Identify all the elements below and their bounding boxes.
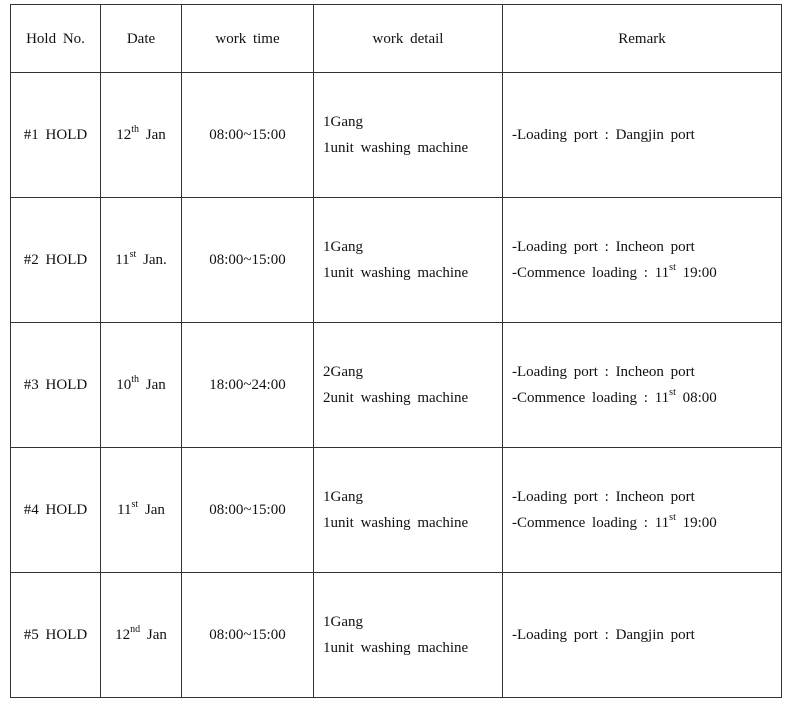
- table-row: #2 HOLD 11st Jan. 08:00~15:00 1Gang 1unit wa…: [10, 197, 782, 323]
- hold-no-cell: #1 HOLD: [10, 72, 101, 198]
- work-detail-cell: 1Gang 1unit washing machine: [313, 197, 503, 323]
- remark-cell: -Loading port : Incheon port -Commence lo…: [502, 197, 782, 323]
- header-remark: Remark: [502, 4, 782, 73]
- date-cell: 12th Jan: [100, 72, 182, 198]
- remark-cell: -Loading port : Dangjin port: [502, 72, 782, 198]
- work-time-cell: 08:00~15:00: [181, 572, 314, 698]
- date-cell: 12nd Jan: [100, 572, 182, 698]
- header-work-time: work time: [181, 4, 314, 73]
- remark-line: -Commence loading : 11st 19:00: [512, 512, 717, 532]
- remark-line: -Commence loading : 11st 19:00: [512, 262, 717, 282]
- table-row: #3 HOLD 10th Jan 18:00~24:00 2Gang 2unit was…: [10, 322, 782, 448]
- remark-line: -Loading port : Dangjin port: [512, 627, 695, 643]
- date-cell: 11st Jan.: [100, 197, 182, 323]
- work-detail-cell: 1Gang 1unit washing machine: [313, 72, 503, 198]
- hold-no-cell: #4 HOLD: [10, 447, 101, 573]
- table-row: #1 HOLD 12th Jan 08:00~15:00 1Gang 1unit was…: [10, 72, 782, 198]
- work-time-cell: 08:00~15:00: [181, 447, 314, 573]
- date-cell: 11st Jan: [100, 447, 182, 573]
- remark-line: -Loading port : Dangjin port: [512, 127, 695, 143]
- table-row: #5 HOLD 12nd Jan 08:00~15:00 1Gang 1unit was…: [10, 572, 782, 698]
- hold-no-cell: #3 HOLD: [10, 322, 101, 448]
- hold-no-cell: #5 HOLD: [10, 572, 101, 698]
- work-time-cell: 08:00~15:00: [181, 197, 314, 323]
- remark-line: -Loading port : Incheon port: [512, 364, 695, 380]
- work-detail-cell: 1Gang 1unit washing machine: [313, 572, 503, 698]
- work-time-cell: 08:00~15:00: [181, 72, 314, 198]
- date-cell: 10th Jan: [100, 322, 182, 448]
- remark-line: -Loading port : Incheon port: [512, 239, 695, 255]
- remark-line: -Commence loading : 11st 08:00: [512, 387, 717, 407]
- hold-no-cell: #2 HOLD: [10, 197, 101, 323]
- header-hold-no: Hold No.: [10, 4, 101, 73]
- header-row: Hold No. Date work time work detail Rema…: [10, 4, 782, 73]
- header-date: Date: [100, 4, 182, 73]
- work-time-cell: 18:00~24:00: [181, 322, 314, 448]
- remark-cell: -Loading port : Incheon port -Commence lo…: [502, 447, 782, 573]
- remark-line: -Loading port : Incheon port: [512, 489, 695, 505]
- table-row: #4 HOLD 11st Jan 08:00~15:00 1Gang 1unit was…: [10, 447, 782, 573]
- hold-work-table: Hold No. Date work time work detail Rema…: [10, 4, 782, 698]
- work-detail-cell: 1Gang 1unit washing machine: [313, 447, 503, 573]
- remark-cell: -Loading port : Dangjin port: [502, 572, 782, 698]
- work-detail-cell: 2Gang 2unit washing machine: [313, 322, 503, 448]
- header-work-detail: work detail: [313, 4, 503, 73]
- remark-cell: -Loading port : Incheon port -Commence lo…: [502, 322, 782, 448]
